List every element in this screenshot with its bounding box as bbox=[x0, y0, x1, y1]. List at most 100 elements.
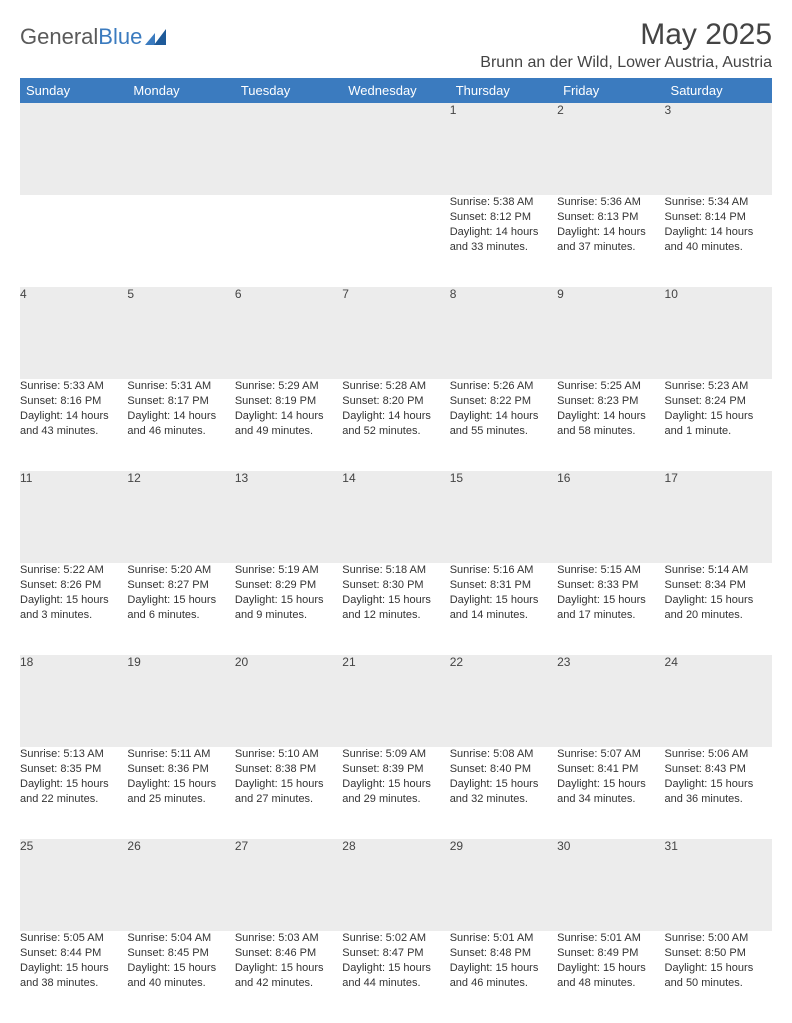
location: Brunn an der Wild, Lower Austria, Austri… bbox=[480, 54, 772, 72]
day-number-cell: 18 bbox=[20, 655, 127, 747]
sunset-line: Sunset: 8:35 PM bbox=[20, 762, 127, 777]
sunrise-line: Sunrise: 5:28 AM bbox=[342, 379, 449, 394]
sunrise-line: Sunrise: 5:31 AM bbox=[127, 379, 234, 394]
day-detail-cell: Sunrise: 5:23 AMSunset: 8:24 PMDaylight:… bbox=[665, 379, 772, 471]
calendar-table: SundayMondayTuesdayWednesdayThursdayFrid… bbox=[20, 78, 772, 1023]
header: GeneralBlue May 2025 Brunn an der Wild, … bbox=[20, 18, 772, 72]
day-number-cell: 25 bbox=[20, 839, 127, 931]
day-header: Thursday bbox=[450, 78, 557, 103]
sunrise-line: Sunrise: 5:19 AM bbox=[235, 563, 342, 578]
sunrise-line: Sunrise: 5:36 AM bbox=[557, 195, 664, 210]
day-number-cell: 31 bbox=[665, 839, 772, 931]
logo-text-2: Blue bbox=[98, 24, 142, 50]
sunrise-line: Sunrise: 5:03 AM bbox=[235, 931, 342, 946]
day-detail-cell: Sunrise: 5:11 AMSunset: 8:36 PMDaylight:… bbox=[127, 747, 234, 839]
sunset-line: Sunset: 8:45 PM bbox=[127, 946, 234, 961]
sunset-line: Sunset: 8:41 PM bbox=[557, 762, 664, 777]
day-number-cell: 24 bbox=[665, 655, 772, 747]
sunrise-line: Sunrise: 5:26 AM bbox=[450, 379, 557, 394]
day-number-cell: 10 bbox=[665, 287, 772, 379]
details-row: Sunrise: 5:13 AMSunset: 8:35 PMDaylight:… bbox=[20, 747, 772, 839]
day-number-cell bbox=[20, 103, 127, 195]
sunrise-line: Sunrise: 5:18 AM bbox=[342, 563, 449, 578]
day-detail-cell: Sunrise: 5:20 AMSunset: 8:27 PMDaylight:… bbox=[127, 563, 234, 655]
sunset-line: Sunset: 8:24 PM bbox=[665, 394, 772, 409]
day-detail-cell: Sunrise: 5:03 AMSunset: 8:46 PMDaylight:… bbox=[235, 931, 342, 1023]
day-detail-cell: Sunrise: 5:05 AMSunset: 8:44 PMDaylight:… bbox=[20, 931, 127, 1023]
daylight-line: Daylight: 15 hours and 34 minutes. bbox=[557, 777, 664, 807]
day-number-cell: 22 bbox=[450, 655, 557, 747]
daylight-line: Daylight: 14 hours and 46 minutes. bbox=[127, 409, 234, 439]
sunrise-line: Sunrise: 5:34 AM bbox=[665, 195, 772, 210]
day-number-cell: 29 bbox=[450, 839, 557, 931]
day-detail-cell: Sunrise: 5:01 AMSunset: 8:49 PMDaylight:… bbox=[557, 931, 664, 1023]
sunset-line: Sunset: 8:29 PM bbox=[235, 578, 342, 593]
details-row: Sunrise: 5:38 AMSunset: 8:12 PMDaylight:… bbox=[20, 195, 772, 287]
daylight-line: Daylight: 15 hours and 3 minutes. bbox=[20, 593, 127, 623]
daylight-line: Daylight: 15 hours and 20 minutes. bbox=[665, 593, 772, 623]
day-number-cell: 11 bbox=[20, 471, 127, 563]
day-number-cell bbox=[342, 103, 449, 195]
day-number-cell: 3 bbox=[665, 103, 772, 195]
day-number-cell: 27 bbox=[235, 839, 342, 931]
sunset-line: Sunset: 8:36 PM bbox=[127, 762, 234, 777]
sunrise-line: Sunrise: 5:14 AM bbox=[665, 563, 772, 578]
sunrise-line: Sunrise: 5:01 AM bbox=[450, 931, 557, 946]
sunset-line: Sunset: 8:33 PM bbox=[557, 578, 664, 593]
day-number-cell: 28 bbox=[342, 839, 449, 931]
daylight-line: Daylight: 15 hours and 9 minutes. bbox=[235, 593, 342, 623]
sunrise-line: Sunrise: 5:22 AM bbox=[20, 563, 127, 578]
day-number-cell: 2 bbox=[557, 103, 664, 195]
day-number-cell: 30 bbox=[557, 839, 664, 931]
day-number-cell: 13 bbox=[235, 471, 342, 563]
daylight-line: Daylight: 15 hours and 38 minutes. bbox=[20, 961, 127, 991]
daylight-line: Daylight: 15 hours and 46 minutes. bbox=[450, 961, 557, 991]
day-header: Monday bbox=[127, 78, 234, 103]
sunrise-line: Sunrise: 5:16 AM bbox=[450, 563, 557, 578]
day-detail-cell: Sunrise: 5:28 AMSunset: 8:20 PMDaylight:… bbox=[342, 379, 449, 471]
daylight-line: Daylight: 15 hours and 6 minutes. bbox=[127, 593, 234, 623]
logo: GeneralBlue bbox=[20, 18, 167, 50]
day-detail-cell: Sunrise: 5:00 AMSunset: 8:50 PMDaylight:… bbox=[665, 931, 772, 1023]
daylight-line: Daylight: 14 hours and 58 minutes. bbox=[557, 409, 664, 439]
day-number-cell: 21 bbox=[342, 655, 449, 747]
daylight-line: Daylight: 14 hours and 49 minutes. bbox=[235, 409, 342, 439]
day-number-cell: 8 bbox=[450, 287, 557, 379]
daylight-line: Daylight: 15 hours and 40 minutes. bbox=[127, 961, 234, 991]
day-number-cell: 16 bbox=[557, 471, 664, 563]
sunrise-line: Sunrise: 5:33 AM bbox=[20, 379, 127, 394]
daylight-line: Daylight: 14 hours and 33 minutes. bbox=[450, 225, 557, 255]
sunset-line: Sunset: 8:17 PM bbox=[127, 394, 234, 409]
details-row: Sunrise: 5:22 AMSunset: 8:26 PMDaylight:… bbox=[20, 563, 772, 655]
daylight-line: Daylight: 14 hours and 37 minutes. bbox=[557, 225, 664, 255]
sunrise-line: Sunrise: 5:25 AM bbox=[557, 379, 664, 394]
daylight-line: Daylight: 15 hours and 42 minutes. bbox=[235, 961, 342, 991]
sunset-line: Sunset: 8:43 PM bbox=[665, 762, 772, 777]
sunset-line: Sunset: 8:47 PM bbox=[342, 946, 449, 961]
daylight-line: Daylight: 14 hours and 40 minutes. bbox=[665, 225, 772, 255]
daylight-line: Daylight: 15 hours and 17 minutes. bbox=[557, 593, 664, 623]
sunrise-line: Sunrise: 5:08 AM bbox=[450, 747, 557, 762]
daynum-row: 123 bbox=[20, 103, 772, 195]
sunrise-line: Sunrise: 5:15 AM bbox=[557, 563, 664, 578]
day-number-cell: 19 bbox=[127, 655, 234, 747]
day-detail-cell: Sunrise: 5:33 AMSunset: 8:16 PMDaylight:… bbox=[20, 379, 127, 471]
day-number-cell: 20 bbox=[235, 655, 342, 747]
sunset-line: Sunset: 8:30 PM bbox=[342, 578, 449, 593]
day-number-cell: 9 bbox=[557, 287, 664, 379]
sunset-line: Sunset: 8:31 PM bbox=[450, 578, 557, 593]
daylight-line: Daylight: 15 hours and 29 minutes. bbox=[342, 777, 449, 807]
sunrise-line: Sunrise: 5:07 AM bbox=[557, 747, 664, 762]
day-number-cell: 6 bbox=[235, 287, 342, 379]
details-row: Sunrise: 5:33 AMSunset: 8:16 PMDaylight:… bbox=[20, 379, 772, 471]
day-number-cell: 23 bbox=[557, 655, 664, 747]
title-block: May 2025 Brunn an der Wild, Lower Austri… bbox=[480, 18, 772, 72]
sunrise-line: Sunrise: 5:05 AM bbox=[20, 931, 127, 946]
day-detail-cell bbox=[127, 195, 234, 287]
day-detail-cell: Sunrise: 5:07 AMSunset: 8:41 PMDaylight:… bbox=[557, 747, 664, 839]
day-number-cell bbox=[235, 103, 342, 195]
daylight-line: Daylight: 15 hours and 36 minutes. bbox=[665, 777, 772, 807]
sunset-line: Sunset: 8:19 PM bbox=[235, 394, 342, 409]
day-detail-cell: Sunrise: 5:38 AMSunset: 8:12 PMDaylight:… bbox=[450, 195, 557, 287]
sunrise-line: Sunrise: 5:29 AM bbox=[235, 379, 342, 394]
